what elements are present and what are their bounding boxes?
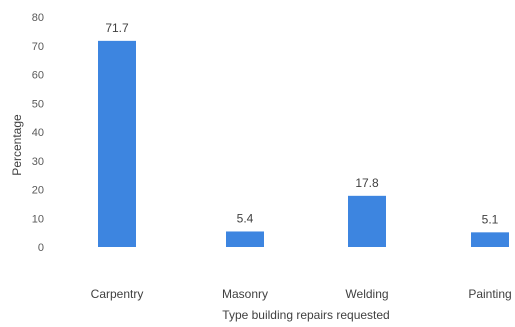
data-label-painting: 5.1 xyxy=(482,212,499,226)
x-axis-category-labels: Carpentry Masonry Welding Painting xyxy=(91,287,512,301)
y-tick-label: 20 xyxy=(32,185,44,197)
bar-painting xyxy=(471,232,509,247)
bars xyxy=(98,40,509,247)
category-label-painting: Painting xyxy=(468,287,511,301)
y-axis-title: Percentage xyxy=(10,114,24,176)
y-tick-label: 50 xyxy=(32,98,44,110)
y-tick-label: 60 xyxy=(32,70,44,82)
x-axis-title: Type building repairs requested xyxy=(222,308,389,322)
bar-masonry xyxy=(226,231,264,247)
data-label-masonry: 5.4 xyxy=(237,211,254,225)
y-tick-label: 30 xyxy=(32,156,44,168)
y-tick-label: 0 xyxy=(38,242,44,254)
category-label-masonry: Masonry xyxy=(222,287,268,301)
y-tick-label: 10 xyxy=(32,213,44,225)
category-label-carpentry: Carpentry xyxy=(91,287,144,301)
y-tick-label: 70 xyxy=(32,41,44,53)
bar-carpentry xyxy=(98,40,136,247)
y-tick-label: 80 xyxy=(32,12,44,24)
data-label-carpentry: 71.7 xyxy=(105,21,129,35)
y-axis-ticks: 0 10 20 30 40 50 60 70 80 xyxy=(32,12,44,254)
data-labels: 71.7 5.4 17.8 5.1 xyxy=(105,21,498,226)
y-tick-label: 40 xyxy=(32,127,44,139)
data-label-welding: 17.8 xyxy=(355,176,379,190)
category-label-welding: Welding xyxy=(345,287,388,301)
bar-welding xyxy=(348,195,386,247)
